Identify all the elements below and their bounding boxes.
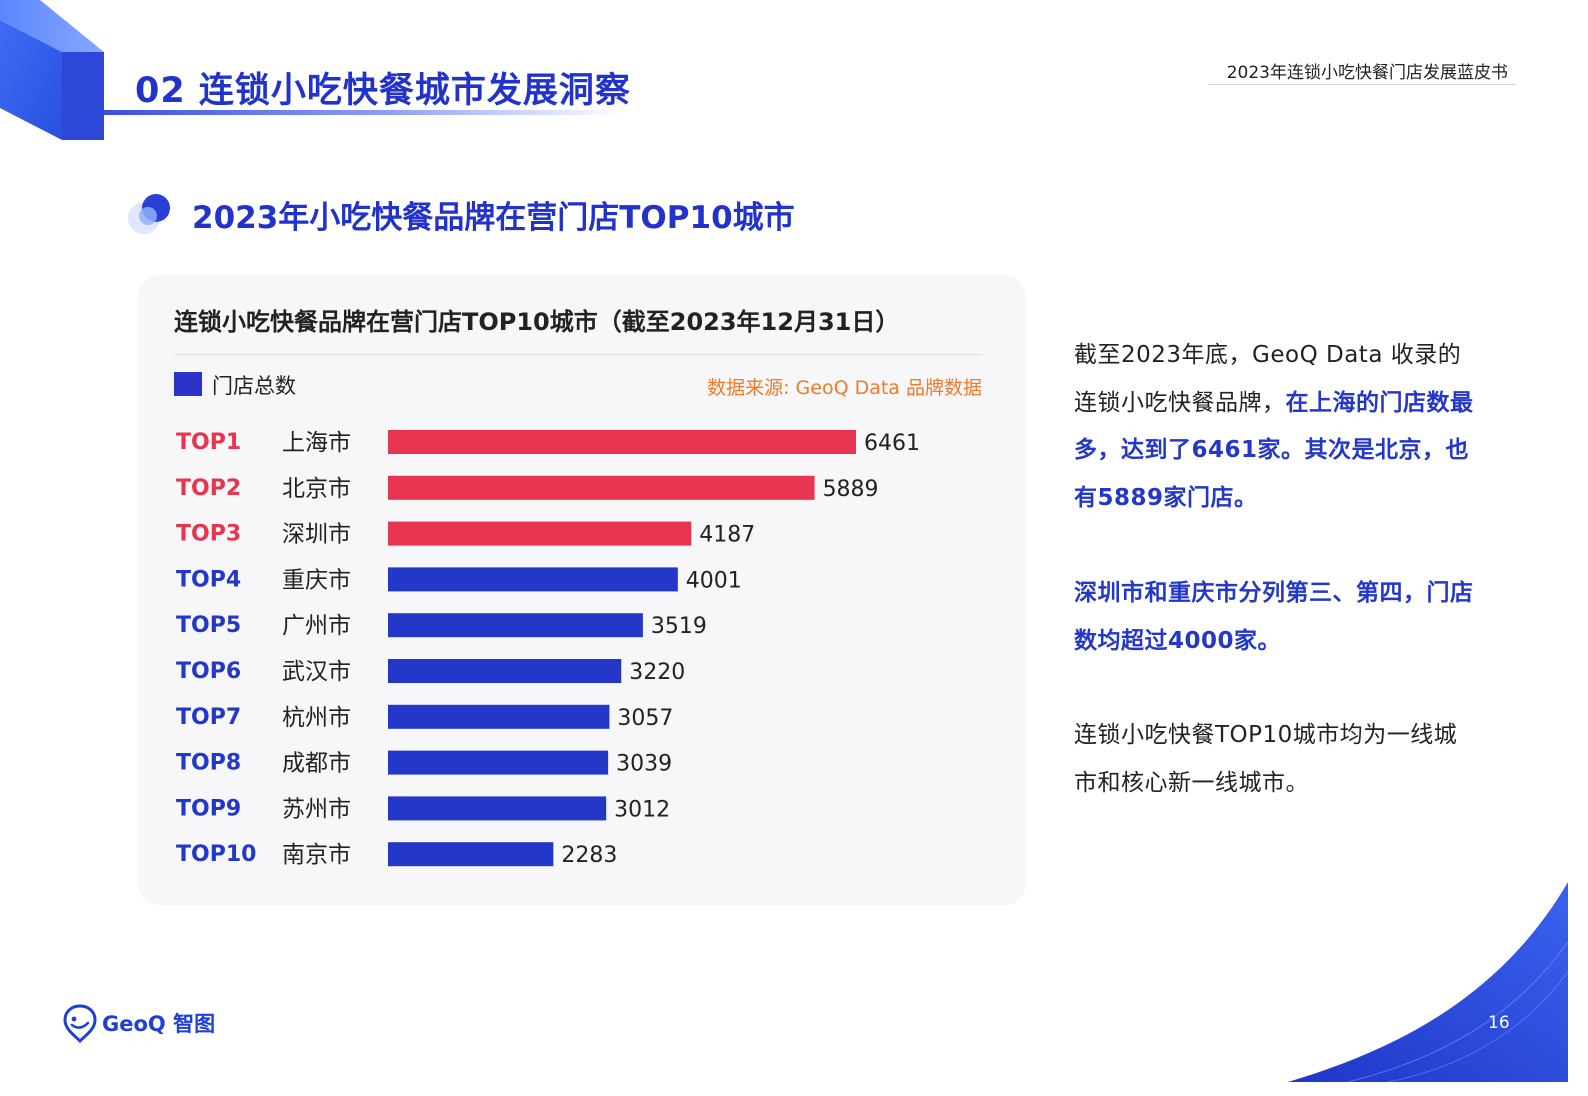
report-title: 2023年连锁小吃快餐门店发展蓝皮书 <box>1226 63 1508 83</box>
description-p1-plain: 截至2023年底，GeoQ Data 收录的连锁小吃快餐品牌， <box>1074 342 1462 416</box>
page-number: 16 <box>1488 1013 1510 1033</box>
value-label: 6461 <box>864 431 920 456</box>
bar <box>388 659 622 683</box>
bar-chart: TOP1 上海市 6461 TOP2 北京市 5889 TOP3 深圳市 4187 TOP4 重庆市… <box>176 430 920 868</box>
description-p3-plain: 连锁小吃快餐TOP10城市均为一线城市和核心新一线城市。 <box>1074 722 1458 796</box>
value-label: 3012 <box>614 797 670 822</box>
bar <box>388 475 815 500</box>
value-label: 3057 <box>617 706 673 731</box>
rank-label: TOP7 <box>176 705 241 730</box>
bar <box>388 796 607 821</box>
value-label: 3519 <box>651 614 707 639</box>
value-label: 4187 <box>699 523 755 548</box>
rank-label: TOP6 <box>176 659 241 684</box>
chart-title-divider <box>174 354 982 355</box>
value-label: 4001 <box>686 568 742 593</box>
brand-logo: GeoQ 智图 <box>62 1003 215 1043</box>
description-paragraph-2: 深圳市和重庆市分列第三、第四，门店数均超过4000家。 <box>1074 570 1474 665</box>
bar <box>388 704 610 729</box>
report-title-divider <box>1208 84 1516 85</box>
chart-title: 连锁小吃快餐品牌在营门店TOP10城市（截至2023年12月31日） <box>174 308 900 336</box>
description-p2-highlight: 深圳市和重庆市分列第三、第四，门店数均超过4000家。 <box>1074 580 1474 654</box>
rank-label: TOP1 <box>176 430 241 455</box>
cube-decoration-icon <box>0 0 104 140</box>
rank-label: TOP5 <box>176 613 241 638</box>
category-label: 重庆市 <box>282 567 351 593</box>
category-label: 杭州市 <box>282 705 351 731</box>
legend-swatch <box>174 372 202 396</box>
category-label: 北京市 <box>282 476 351 502</box>
rank-label: TOP9 <box>176 796 241 821</box>
rank-label: TOP8 <box>176 751 241 776</box>
category-label: 武汉市 <box>282 659 351 685</box>
category-label: 南京市 <box>282 842 351 868</box>
category-label: 深圳市 <box>282 522 351 548</box>
legend-label: 门店总数 <box>212 374 296 398</box>
bar <box>388 567 678 592</box>
brand-name: GeoQ 智图 <box>102 1012 216 1036</box>
value-label: 2283 <box>561 843 617 868</box>
bar <box>388 842 554 867</box>
section-title: 02 连锁小吃快餐城市发展洞察 <box>135 71 631 111</box>
section-underline <box>104 110 624 115</box>
category-label: 广州市 <box>282 613 351 639</box>
category-label: 上海市 <box>282 430 351 456</box>
bar <box>388 430 856 454</box>
value-label: 5889 <box>823 477 879 502</box>
rank-label: TOP2 <box>176 476 241 501</box>
geoq-logo-icon <box>63 1004 97 1043</box>
rank-label: TOP4 <box>176 567 241 592</box>
bubble-icon <box>128 194 170 234</box>
category-label: 苏州市 <box>282 796 351 822</box>
value-label: 3039 <box>616 752 672 777</box>
corner-decoration <box>1288 882 1568 1082</box>
description-p1-highlight: 在上海的门店数最多，达到了6461家。其次是北京，也有5889家门店。 <box>1074 389 1474 511</box>
rank-label: TOP3 <box>176 522 241 547</box>
subheader-title: 2023年小吃快餐品牌在营门店TOP10城市 <box>192 200 795 236</box>
category-label: 成都市 <box>282 751 351 777</box>
chart-source: 数据来源: GeoQ Data 品牌数据 <box>707 377 982 399</box>
value-label: 3220 <box>629 660 685 685</box>
rank-label: TOP10 <box>176 842 256 867</box>
bar <box>388 613 643 638</box>
description-paragraph-1: 截至2023年底，GeoQ Data 收录的连锁小吃快餐品牌，在上海的门店数最多… <box>1074 332 1474 522</box>
bar <box>388 750 609 775</box>
description-paragraph-3: 连锁小吃快餐TOP10城市均为一线城市和核心新一线城市。 <box>1074 712 1474 807</box>
bar <box>388 521 692 546</box>
